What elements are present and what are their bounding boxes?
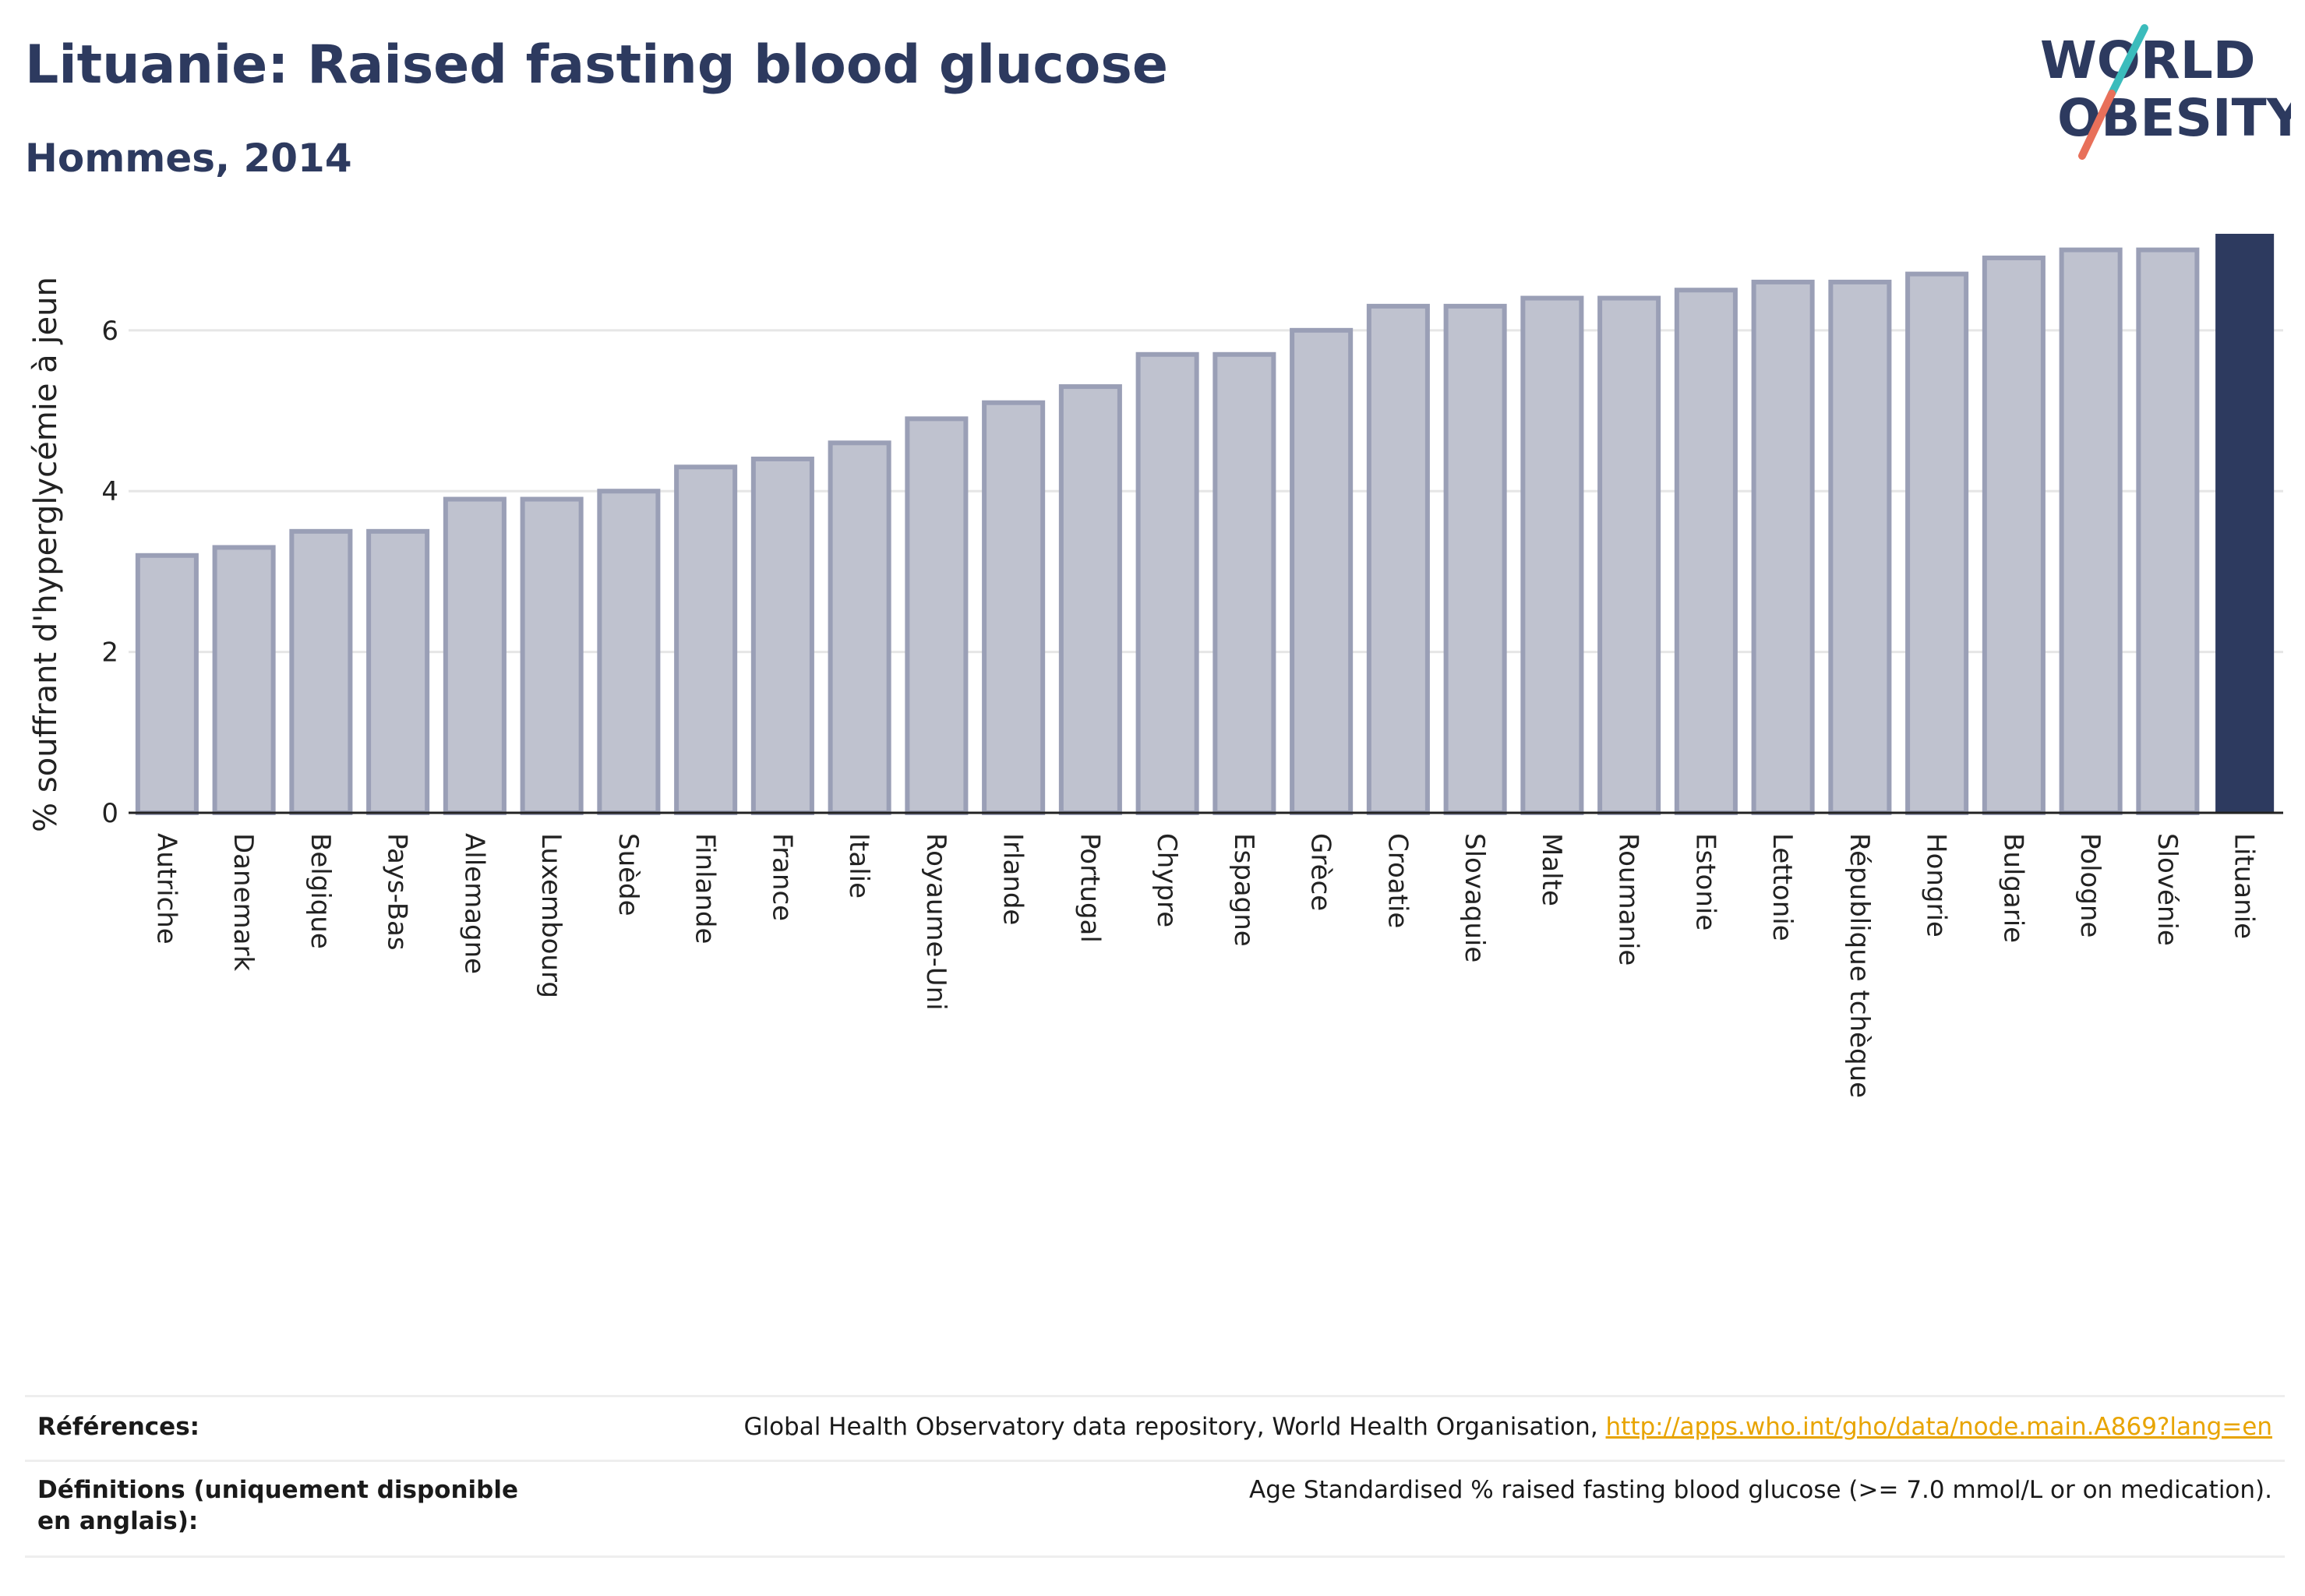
bar bbox=[1366, 303, 1430, 815]
references-link[interactable]: http://apps.who.int/gho/data/node.main.A… bbox=[1605, 1413, 2272, 1441]
x-tick-label: Chypre bbox=[1151, 833, 1182, 927]
x-tick-label: France bbox=[766, 833, 797, 921]
chart-title: Lituanie: Raised fasting blood glucose bbox=[25, 34, 1168, 96]
x-tick-label: Danemark bbox=[228, 833, 259, 971]
references-row: Références: Global Health Observatory da… bbox=[25, 1395, 2285, 1460]
bar bbox=[366, 528, 430, 815]
bar bbox=[1751, 279, 1815, 815]
references-value: Global Health Observatory data repositor… bbox=[743, 1411, 2272, 1442]
bar bbox=[443, 496, 507, 816]
logo-line1: WORLD bbox=[2040, 30, 2256, 90]
bar bbox=[597, 489, 661, 815]
x-tick-label: Pologne bbox=[2074, 833, 2106, 937]
bar bbox=[1290, 327, 1354, 816]
definitions-row: Définitions (uniquement disponible en an… bbox=[25, 1460, 2285, 1558]
x-tick-label: Lituanie bbox=[2229, 833, 2260, 939]
x-tick-label: République tchèque bbox=[1844, 833, 1875, 1098]
bar bbox=[1213, 351, 1276, 815]
bar bbox=[1982, 255, 2046, 816]
x-tick-label: Bulgarie bbox=[1997, 833, 2028, 943]
x-tick-label: Allemagne bbox=[458, 833, 489, 974]
x-tick-label: Italie bbox=[843, 833, 874, 899]
chart-subtitle: Hommes, 2014 bbox=[25, 136, 352, 181]
bar bbox=[674, 464, 738, 816]
y-tick-label: 4 bbox=[101, 476, 118, 507]
x-tick-label: Grèce bbox=[1305, 833, 1336, 911]
x-tick-label: Slovaquie bbox=[1459, 833, 1490, 962]
bar bbox=[2136, 247, 2200, 815]
bar bbox=[2215, 234, 2275, 813]
bar bbox=[212, 545, 276, 815]
x-tick-label: Croatie bbox=[1382, 833, 1413, 928]
bar bbox=[1828, 279, 1892, 815]
y-axis-label: % souffrant d'hyperglycémie à jeun bbox=[28, 277, 64, 832]
x-tick-label: Hongrie bbox=[1921, 833, 1952, 937]
y-tick-label: 6 bbox=[101, 316, 118, 347]
definitions-value: Age Standardised % raised fasting blood … bbox=[1249, 1476, 2272, 1504]
x-tick-label: Autriche bbox=[150, 833, 182, 945]
x-tick-label: Malte bbox=[1536, 833, 1567, 906]
bar bbox=[1058, 384, 1122, 815]
bar bbox=[135, 553, 199, 815]
bar bbox=[2059, 247, 2123, 815]
bar bbox=[1674, 288, 1738, 816]
y-tick-label: 2 bbox=[101, 637, 118, 669]
bar bbox=[1905, 271, 1969, 815]
x-tick-label: Irlande bbox=[997, 833, 1029, 925]
references-text: Global Health Observatory data repositor… bbox=[743, 1413, 1606, 1441]
bar-chart: 0 2 4 6 % souffrant d'hyperglycémie à jeun Au… bbox=[28, 234, 2283, 1098]
footer-table: Références: Global Health Observatory da… bbox=[25, 1395, 2285, 1558]
definitions-label: Définitions (uniquement disponible en an… bbox=[37, 1476, 519, 1535]
x-tick-label: Royaume-Uni bbox=[920, 833, 951, 1011]
bar bbox=[1597, 295, 1661, 815]
x-tick-label: Espagne bbox=[1228, 833, 1259, 947]
x-tick-label: Portugal bbox=[1074, 833, 1105, 943]
bar bbox=[1135, 351, 1199, 815]
x-tick-label: Pays-Bas bbox=[382, 833, 413, 951]
y-tick-label: 0 bbox=[101, 798, 118, 829]
bar bbox=[520, 496, 584, 816]
bar bbox=[750, 456, 814, 815]
world-obesity-logo: WORLD OBESITY bbox=[2040, 24, 2291, 160]
x-tick-label: Roumanie bbox=[1613, 833, 1644, 966]
bar bbox=[289, 528, 353, 815]
bar bbox=[1520, 295, 1584, 815]
bar bbox=[1443, 303, 1507, 815]
x-tick-label: Finlande bbox=[690, 833, 721, 944]
x-tick-label: Estonie bbox=[1689, 833, 1721, 930]
bar bbox=[905, 416, 969, 815]
references-label: Références: bbox=[37, 1413, 200, 1441]
x-tick-label: Lettonie bbox=[1767, 833, 1798, 941]
x-tick-label: Luxembourg bbox=[535, 833, 567, 998]
x-tick-label: Belgique bbox=[305, 833, 336, 949]
bar bbox=[982, 400, 1046, 815]
bar bbox=[828, 440, 891, 815]
x-tick-label: Suède bbox=[612, 833, 644, 916]
x-tick-label: Slovénie bbox=[2151, 833, 2183, 946]
